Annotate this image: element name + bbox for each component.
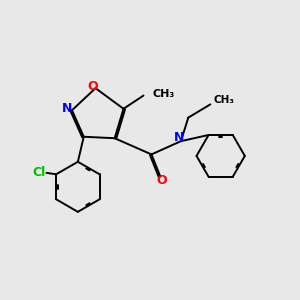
- Text: CH₃: CH₃: [153, 89, 175, 99]
- Text: O: O: [87, 80, 98, 93]
- Text: Cl: Cl: [32, 166, 45, 179]
- Text: N: N: [62, 102, 73, 115]
- Text: CH₃: CH₃: [213, 95, 234, 105]
- Text: N: N: [174, 131, 184, 144]
- Text: O: O: [157, 174, 167, 187]
